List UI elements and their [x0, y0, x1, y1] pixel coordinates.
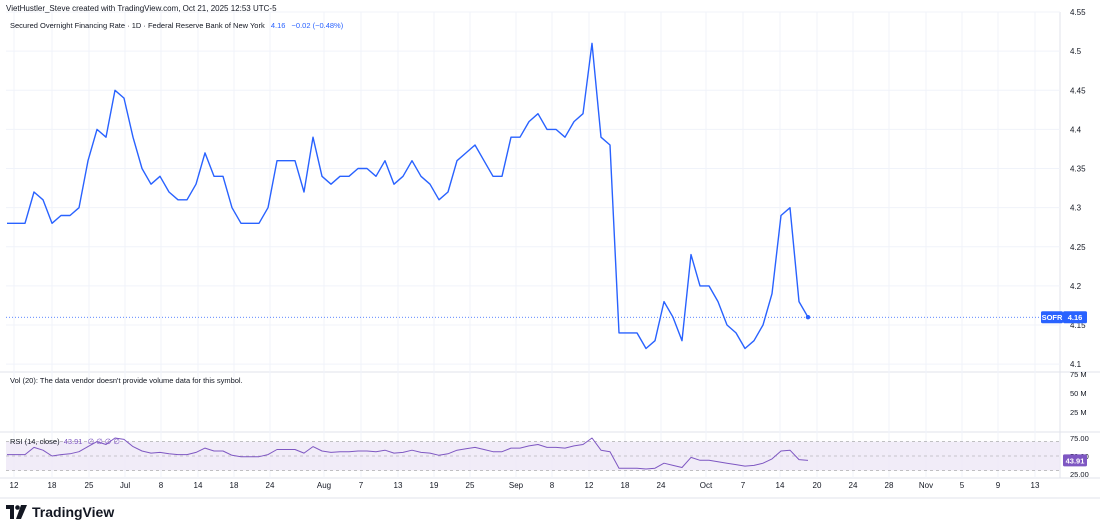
x-tick-label: 14: [194, 481, 203, 490]
x-tick-label: 7: [359, 481, 364, 490]
x-tick-label: 25: [466, 481, 475, 490]
x-tick-label: 13: [1031, 481, 1040, 490]
x-tick-label: 24: [849, 481, 858, 490]
rsi-tick-label: 25.00: [1070, 470, 1089, 479]
x-tick-label: 24: [266, 481, 275, 490]
y-tick-label: 4.55: [1070, 8, 1086, 17]
x-tick-label: 12: [585, 481, 594, 490]
x-tick-label: 18: [621, 481, 630, 490]
x-tick-label: Oct: [700, 481, 713, 490]
x-tick-label: Jul: [120, 481, 130, 490]
rsi-extras: ∅ ∅ ∅ ∅: [87, 437, 120, 446]
rsi-label: RSI (14, close): [10, 437, 60, 446]
x-tick-label: Sep: [509, 481, 524, 490]
y-tick-label: 4.2: [1070, 282, 1082, 291]
x-tick-label: 13: [394, 481, 403, 490]
legend-change: −0.02 (−0.48%): [291, 21, 344, 30]
rsi-tick-label: 75.00: [1070, 434, 1089, 443]
x-tick-label: 28: [885, 481, 894, 490]
rsi-legend: RSI (14, close) 43.91 ∅ ∅ ∅ ∅: [10, 437, 120, 446]
y-tick-label: 4.45: [1070, 86, 1086, 95]
x-tick-label: 24: [657, 481, 666, 490]
legend-title: Secured Overnight Financing Rate · 1D · …: [10, 21, 265, 30]
x-tick-label: Aug: [317, 481, 331, 490]
x-tick-label: 7: [741, 481, 746, 490]
x-tick-label: 20: [813, 481, 822, 490]
rsi-tag-value: 43.91: [1066, 456, 1085, 465]
brand-name: TradingView: [32, 504, 115, 520]
volume-axis-label: 25 M: [1070, 408, 1087, 417]
price-tag-value-bg: [1063, 311, 1087, 324]
x-tick-label: Nov: [919, 481, 933, 490]
x-tick-label: 8: [550, 481, 555, 490]
rsi-line: [7, 437, 809, 470]
x-tick-label: 8: [159, 481, 164, 490]
credit-text: VietHustler_Steve created with TradingVi…: [6, 4, 277, 13]
x-tick-label: 14: [776, 481, 785, 490]
x-tick-label: 9: [996, 481, 1001, 490]
sofr-price-line: [7, 42, 809, 350]
price-tag-value: 4.16: [1068, 313, 1083, 322]
last-price-marker: [805, 315, 811, 320]
y-tick-label: 4.1: [1070, 360, 1082, 369]
x-tick-label: 25: [85, 481, 94, 490]
x-tick-label: 19: [430, 481, 439, 490]
price-tag: SOFR 4.16: [1041, 311, 1087, 324]
symbol-legend: Secured Overnight Financing Rate · 1D · …: [10, 21, 343, 30]
y-tick-label: 4.35: [1070, 165, 1086, 174]
footer-brand[interactable]: TradingView: [6, 503, 114, 521]
tradingview-logo-icon: [6, 505, 27, 519]
y-tick-label: 4.3: [1070, 204, 1082, 213]
rsi-tag-bg: [1063, 454, 1087, 467]
price-tag-symbol: SOFR: [1042, 313, 1063, 322]
y-tick-label: 4.15: [1070, 321, 1086, 330]
volume-axis-label: 75 M: [1070, 370, 1087, 379]
y-tick-label: 4.4: [1070, 125, 1082, 134]
legend-last-value: 4.16: [270, 21, 286, 30]
rsi-value: 43.91: [63, 437, 83, 446]
y-tick-label: 4.25: [1070, 243, 1086, 252]
volume-legend: Vol (20): The data vendor doesn't provid…: [10, 376, 243, 385]
x-tick-label: 18: [48, 481, 57, 490]
y-tick-label: 4.5: [1070, 47, 1082, 56]
x-tick-label: 5: [960, 481, 965, 490]
x-tick-label: 18: [230, 481, 239, 490]
volume-axis-label: 50 M: [1070, 389, 1087, 398]
x-tick-label: 12: [10, 481, 19, 490]
price-tag-symbol-bg: [1041, 311, 1063, 324]
